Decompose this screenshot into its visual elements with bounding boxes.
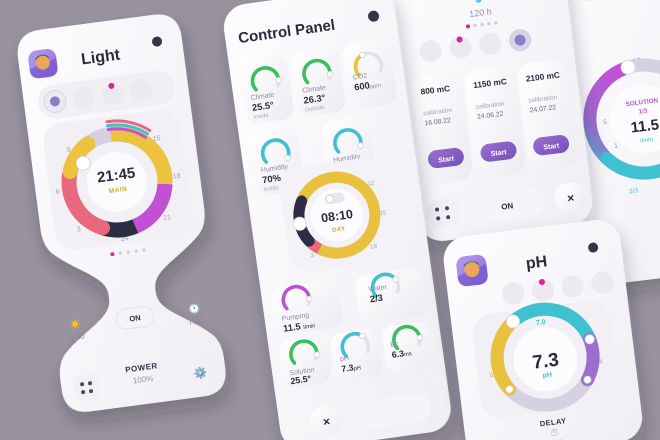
svg-text:2/3: 2/3 [629,187,639,195]
svg-text:Ec: Ec [390,341,400,349]
svg-text:1/3: 1/3 [638,108,648,116]
svg-text:11.5: 11.5 [630,116,660,136]
svg-text:18: 18 [370,244,378,251]
svg-text:7.0: 7.0 [536,319,547,327]
svg-text:6: 6 [55,189,60,196]
svg-text:2/3: 2/3 [369,293,383,305]
svg-text:7.3: 7.3 [531,350,560,374]
svg-text:7:45: 7:45 [188,316,205,327]
svg-text:ON: ON [501,201,514,211]
svg-text:pH: pH [340,355,350,363]
svg-text:pH: pH [525,253,548,272]
svg-text:ON: ON [129,313,141,323]
svg-text:×: × [566,191,575,206]
svg-text:☀️: ☀️ [69,318,82,331]
svg-text:pH: pH [542,372,552,380]
svg-text:🕐: 🕐 [188,302,201,314]
svg-text:3: 3 [77,226,82,233]
svg-text:⚙️: ⚙️ [193,366,209,381]
svg-text:18: 18 [172,173,181,181]
svg-text:15: 15 [379,210,387,217]
svg-text:21: 21 [163,214,172,222]
